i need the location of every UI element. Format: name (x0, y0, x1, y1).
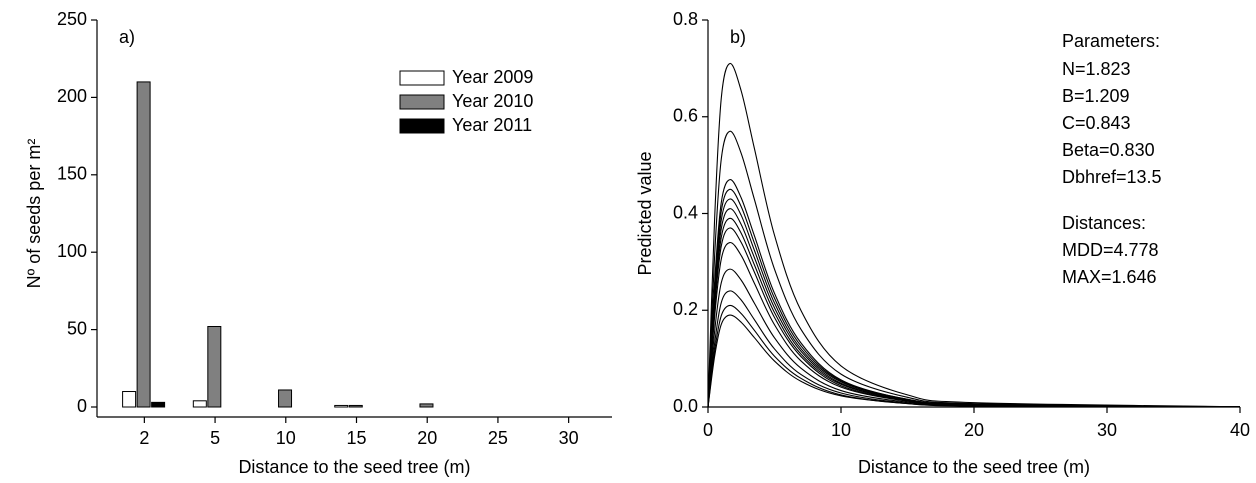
x-tick-label: 25 (488, 428, 508, 448)
bar (419, 403, 434, 408)
annotation: N=1.823 (1062, 59, 1131, 79)
curve (707, 268, 1241, 408)
y-tick-label: 0.6 (673, 106, 698, 126)
y-tick-label: 100 (57, 241, 87, 261)
bar (334, 404, 349, 408)
annotation: C=0.843 (1062, 113, 1131, 133)
y-axis-label: Predicted value (635, 151, 655, 275)
y-tick-label: 0.4 (673, 202, 698, 222)
annotation: Beta=0.830 (1062, 140, 1155, 160)
y-tick-label: 0.2 (673, 299, 698, 319)
curve (707, 62, 1241, 408)
annotation: Parameters: (1062, 31, 1160, 51)
bar (348, 404, 363, 408)
legend-label: Year 2009 (452, 67, 533, 87)
curve (707, 208, 1241, 408)
bar (207, 326, 222, 408)
y-tick-label: 0.0 (673, 396, 698, 416)
annotation: Distances: (1062, 213, 1146, 233)
x-tick-label: 30 (559, 428, 579, 448)
x-tick-label: 30 (1097, 420, 1117, 440)
x-axis-label: Distance to the seed tree (m) (858, 457, 1090, 477)
y-tick-label: 50 (67, 318, 87, 338)
x-tick-label: 20 (417, 428, 437, 448)
x-tick-label: 0 (703, 420, 713, 440)
panel-label: a) (119, 27, 135, 47)
x-tick-label: 10 (831, 420, 851, 440)
x-tick-label: 15 (346, 428, 366, 448)
y-tick-label: 200 (57, 86, 87, 106)
bar (278, 389, 293, 408)
bar (136, 81, 151, 408)
y-axis-label: Nº of seeds per m² (24, 139, 44, 289)
y-tick-label: 0.8 (673, 9, 698, 29)
legend-swatch (399, 70, 445, 86)
curve (707, 290, 1241, 408)
x-tick-label: 10 (276, 428, 296, 448)
legend-swatch (399, 118, 445, 134)
bar (192, 400, 207, 408)
x-tick-label: 2 (139, 428, 149, 448)
annotation: B=1.209 (1062, 86, 1130, 106)
curve (707, 314, 1241, 408)
curve (707, 188, 1241, 408)
curve (707, 217, 1241, 408)
x-tick-label: 20 (964, 420, 984, 440)
y-tick-label: 150 (57, 164, 87, 184)
panel-label: b) (730, 27, 746, 47)
curve (707, 130, 1241, 408)
annotation: MDD=4.778 (1062, 240, 1159, 260)
curve (707, 227, 1241, 408)
y-tick-label: 250 (57, 9, 87, 29)
legend-label: Year 2010 (452, 91, 533, 111)
legend-label: Year 2011 (452, 115, 532, 135)
bar (151, 401, 166, 408)
y-tick-label: 0 (77, 396, 87, 416)
x-tick-label: 5 (210, 428, 220, 448)
annotation: MAX=1.646 (1062, 267, 1157, 287)
annotation: Dbhref=13.5 (1062, 167, 1162, 187)
x-tick-label: 40 (1230, 420, 1250, 440)
x-axis-label: Distance to the seed tree (m) (238, 457, 470, 477)
legend-swatch (399, 94, 445, 110)
bar (122, 391, 137, 408)
